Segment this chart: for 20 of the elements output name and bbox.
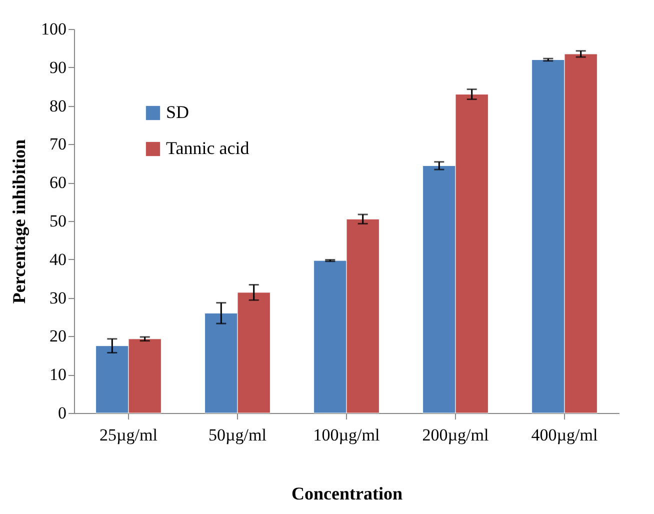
y-axis-title: Percentage inhibition — [9, 139, 29, 304]
y-tick-label: 90 — [50, 58, 66, 77]
y-tick-label: 60 — [50, 173, 66, 192]
x-tick-label: 200µg/ml — [422, 426, 490, 444]
y-tick-label: 80 — [50, 96, 66, 116]
x-tick-label: 100µg/ml — [313, 426, 380, 444]
x-tick-label: 25µg/ml — [100, 426, 158, 444]
y-tick-label: 30 — [50, 288, 66, 308]
y-tick-label: 100 — [41, 20, 66, 38]
legend-label: SD — [166, 102, 190, 122]
y-tick-label: 10 — [50, 365, 66, 384]
y-tick-label: 40 — [50, 250, 66, 269]
y-tick-label: 0 — [58, 404, 66, 422]
y-tick-label: 70 — [50, 134, 66, 154]
legend-label: Tannic acid — [166, 138, 250, 158]
y-tick-label: 20 — [50, 326, 66, 346]
x-tick-label: 400µg/ml — [531, 426, 598, 444]
x-tick-label: 50µg/ml — [208, 426, 267, 444]
y-tick-label: 50 — [50, 212, 66, 230]
x-axis-title: Concentration — [292, 484, 402, 504]
